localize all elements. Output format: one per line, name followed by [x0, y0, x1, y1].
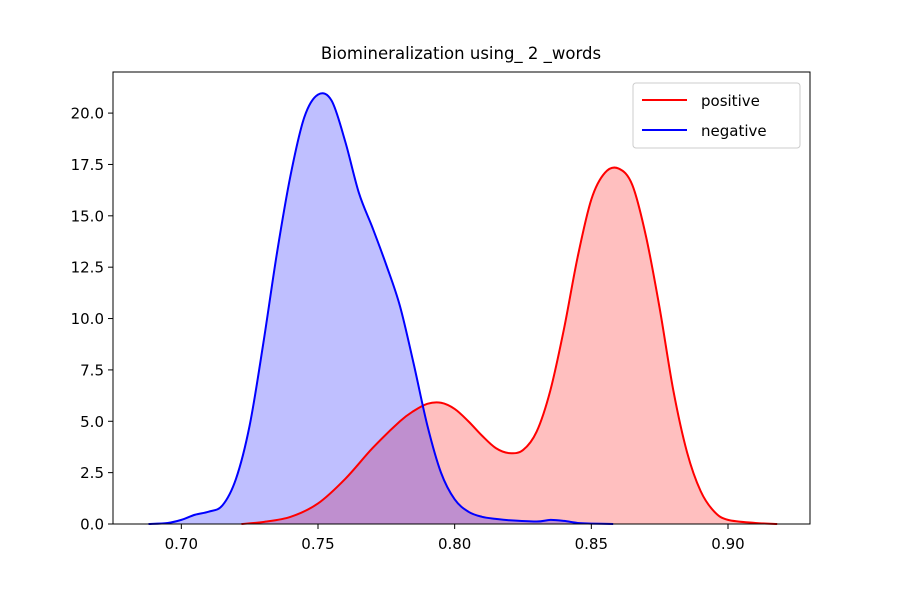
y-axis: 0.0 2.5 5.0 7.5 10.0 12.5 15.0 17.5 20.0: [71, 105, 113, 534]
series-negative-line: [148, 92, 614, 525]
plot-area: [148, 92, 778, 525]
x-tick-label: 0.70: [165, 535, 198, 553]
x-tick-label: 0.85: [575, 535, 608, 553]
axes-frame: [112, 71, 811, 525]
y-tick-label: 10.0: [71, 310, 104, 328]
legend-positive-label: positive: [701, 92, 760, 110]
legend: positive negative: [632, 82, 801, 149]
x-tick-label: 0.90: [711, 535, 744, 553]
x-tick-label: 0.80: [438, 535, 471, 553]
y-tick-label: 15.0: [71, 207, 104, 225]
y-tick-label: 2.5: [80, 464, 104, 482]
y-tick-label: 0.0: [80, 516, 104, 534]
series-positive-line: [241, 166, 778, 525]
x-tick-label: 0.75: [301, 535, 334, 553]
y-tick-label: 17.5: [71, 156, 104, 174]
x-axis: 0.70 0.75 0.80 0.85 0.90: [165, 524, 745, 553]
y-tick-label: 7.5: [80, 361, 104, 379]
series-positive-fill: [241, 167, 778, 524]
y-tick-label: 12.5: [71, 259, 104, 277]
series-negative-fill: [148, 93, 614, 524]
y-tick-label: 20.0: [71, 105, 104, 123]
chart-title: Biomineralization using_ 2 _words: [321, 44, 601, 64]
legend-negative-label: negative: [701, 122, 767, 140]
y-tick-label: 5.0: [80, 413, 104, 431]
